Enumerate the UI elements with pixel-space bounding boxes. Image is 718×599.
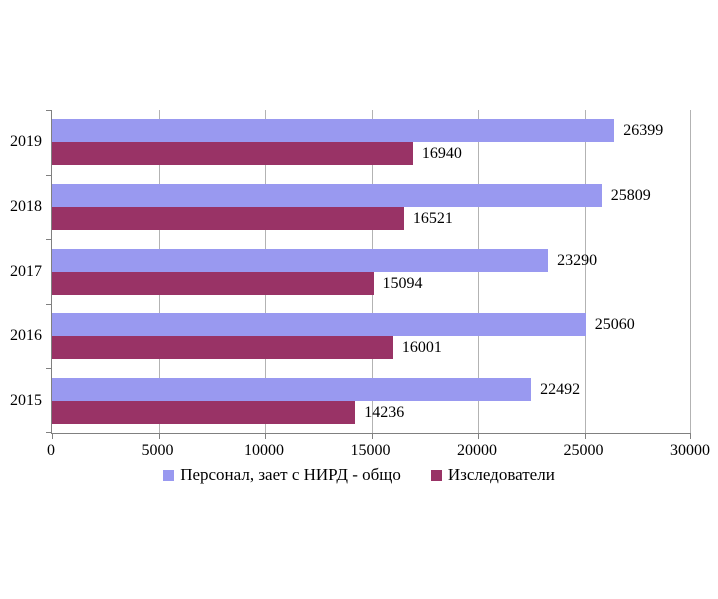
- x-tick-mark: [371, 433, 373, 439]
- y-axis-label: 2018: [10, 197, 42, 215]
- bar-total: [52, 119, 615, 143]
- x-tick-mark: [584, 433, 586, 439]
- plot-area: 26399 16940 25809 16521 23290 15094 25060 16001…: [46, 110, 691, 439]
- legend-item: Персонал, зает с НИРД - общо: [163, 464, 401, 486]
- legend-item: Изследователи: [430, 464, 555, 486]
- x-axis-label: 15000: [350, 442, 391, 459]
- bar-total: [52, 183, 602, 207]
- y-tick-mark: [46, 175, 51, 176]
- gridline: [584, 110, 586, 433]
- y-axis-label: 2017: [10, 262, 42, 280]
- bar-row: 16521: [52, 206, 691, 230]
- x-axis-label: 5000: [141, 442, 174, 459]
- legend: Персонал, зает с НИРД - общо Изследовател…: [0, 464, 718, 486]
- bar-row: 15094: [52, 271, 691, 295]
- value-label: 22492: [540, 380, 581, 398]
- value-label: 26399: [623, 122, 664, 140]
- y-tick-mark: [46, 110, 51, 111]
- x-axis-label: 10000: [244, 442, 284, 459]
- bar-researchers: [52, 400, 356, 424]
- bar-row: 23290: [52, 248, 691, 272]
- x-tick-mark: [52, 433, 53, 439]
- bar-row: 16940: [52, 142, 691, 166]
- x-axis-label: 25000: [563, 442, 604, 459]
- legend-swatch-total: [163, 469, 175, 481]
- x-tick-mark: [265, 433, 266, 439]
- bar-row: 25809: [52, 183, 691, 207]
- bar-researchers: [52, 206, 404, 230]
- value-label: 14236: [364, 403, 405, 421]
- value-label: 15094: [382, 274, 423, 292]
- bar-total: [52, 248, 549, 272]
- bar-row: 14236: [52, 400, 691, 424]
- bar-researchers: [52, 336, 393, 360]
- value-label: 16940: [421, 145, 462, 163]
- x-tick-mark: [690, 433, 691, 439]
- x-tick-mark: [158, 433, 160, 439]
- x-axis-label: 30000: [670, 442, 710, 459]
- y-axis-label: 2015: [10, 391, 42, 409]
- gridline: [690, 110, 691, 433]
- legend-label: Изследователи: [447, 465, 555, 484]
- bar-row: 26399: [52, 119, 691, 143]
- value-label: 23290: [557, 251, 598, 269]
- x-tick-mark: [478, 433, 479, 439]
- bar-total: [52, 313, 586, 337]
- x-axis-label: 0: [47, 442, 55, 459]
- y-tick-mark: [46, 432, 51, 433]
- value-label: 25809: [610, 186, 651, 204]
- legend-label: Персонал, зает с НИРД - общо: [180, 465, 401, 484]
- x-axis-label: 20000: [457, 442, 497, 459]
- bar-row: 25060: [52, 313, 691, 337]
- value-label: 16521: [412, 209, 453, 227]
- y-axis-label: 2016: [10, 327, 42, 345]
- bar-researchers: [52, 271, 374, 295]
- bar-total: [52, 377, 532, 401]
- y-axis-label: 2019: [10, 133, 42, 151]
- value-label: 25060: [594, 316, 635, 334]
- bar-researchers: [52, 142, 413, 166]
- bar-row: 16001: [52, 336, 691, 360]
- y-tick-mark: [46, 239, 51, 240]
- bar-row: 22492: [52, 377, 691, 401]
- legend-swatch-researchers: [430, 469, 442, 481]
- y-tick-mark: [46, 368, 51, 369]
- value-label: 16001: [401, 339, 442, 357]
- y-tick-mark: [46, 304, 51, 305]
- gridline: [478, 110, 479, 433]
